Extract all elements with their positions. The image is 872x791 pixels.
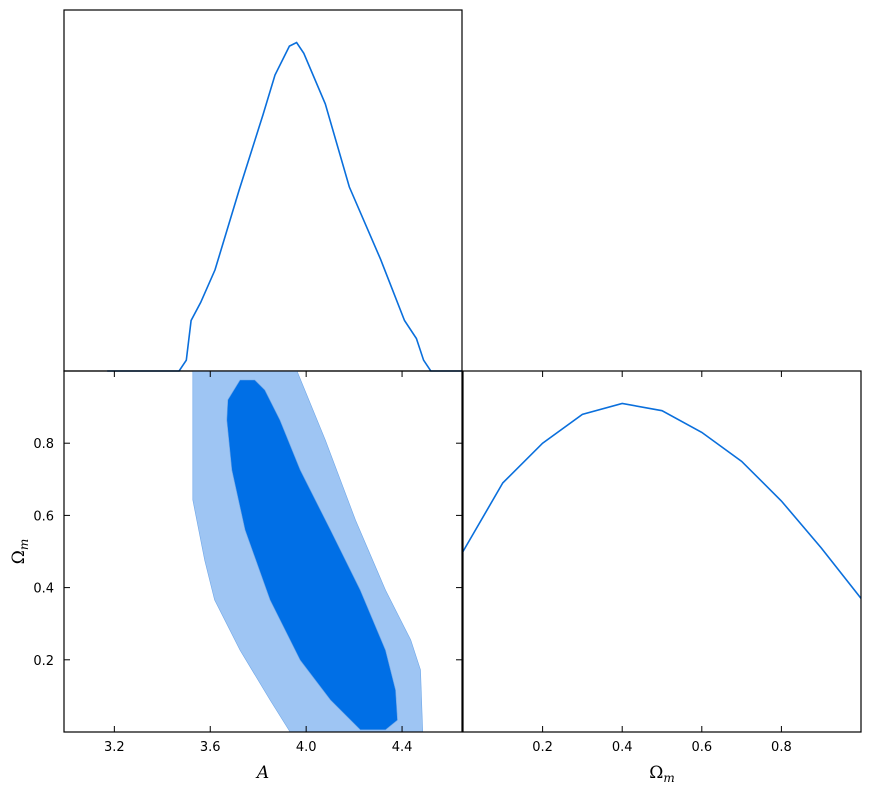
density-line (462, 402, 862, 599)
x-tick-label: 0.2 (532, 740, 553, 755)
x-axis-label-sub: m (663, 771, 674, 785)
x-tick-label: 0.6 (691, 740, 712, 755)
x-tick-label: 3.6 (200, 740, 221, 755)
x-axis-label: Ωm (649, 763, 675, 785)
y-axis-label: Ωm (9, 539, 31, 565)
x-tick-label: 0.4 (612, 740, 633, 755)
panel (63, 9, 463, 372)
density-line (107, 41, 462, 372)
x-tick-label: 0.8 (771, 740, 792, 755)
x-axis-label: A (255, 763, 269, 783)
y-axis-label-sub: m (17, 539, 31, 550)
x-axis-label-main: A (255, 763, 269, 783)
panel-frame (63, 370, 463, 733)
x-axis-label-main: Ω (649, 763, 663, 783)
y-tick-label: 0.2 (33, 654, 54, 669)
x-tick-label: 3.2 (104, 740, 125, 755)
panel: 0.2 0.4 0.6 0.8 Ωm (462, 370, 862, 785)
y-tick-label: 0.6 (33, 509, 54, 524)
panel-frame (462, 370, 862, 733)
y-tick-label: 0.4 (33, 582, 54, 597)
x-tick-label: 4.4 (392, 740, 413, 755)
y-axis-label-main: Ω (9, 550, 29, 564)
y-tick-label: 0.8 (33, 437, 54, 452)
contour-region (226, 379, 398, 731)
panel: 3.2 3.6 4.0 4.4 0.2 0.4 0.6 0.8 A Ωm (9, 370, 463, 783)
x-tick-label: 4.0 (296, 740, 317, 755)
